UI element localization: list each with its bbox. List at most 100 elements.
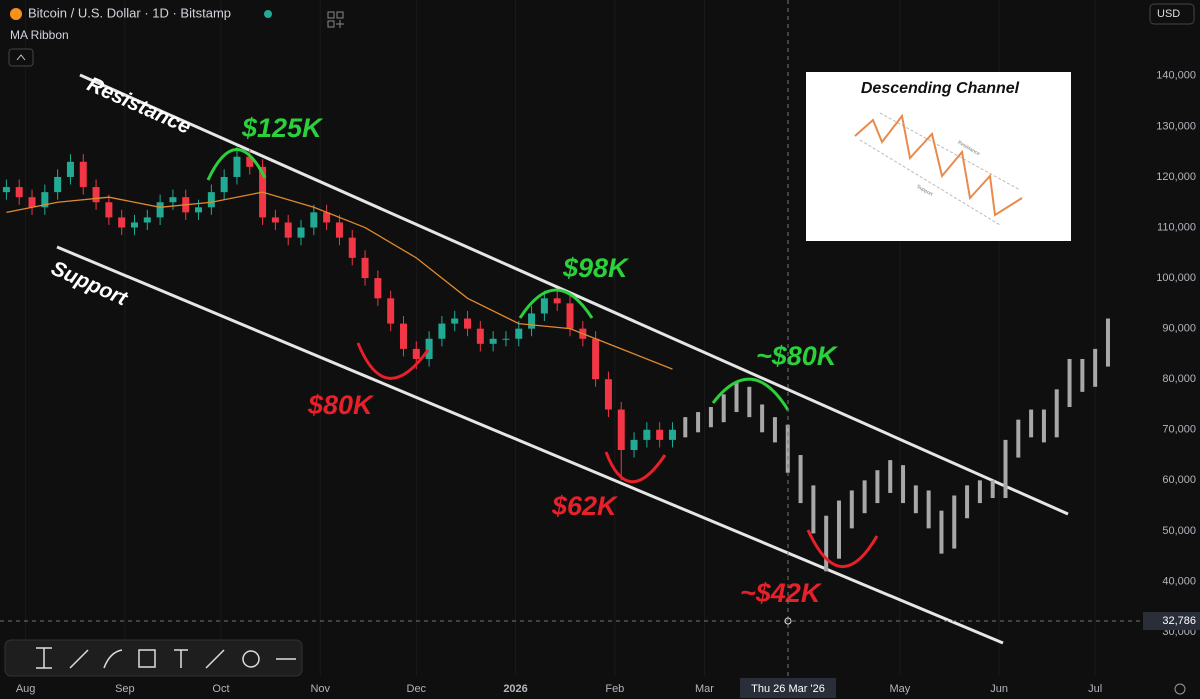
support-line — [56, 245, 1004, 645]
y-tick-label: 50,000 — [1162, 525, 1196, 537]
candle-body — [233, 156, 241, 177]
projection-bar — [952, 495, 957, 549]
resistance-line — [79, 73, 1069, 516]
candle-body — [15, 187, 23, 198]
candle-body — [130, 222, 138, 228]
projection-bar — [862, 480, 867, 514]
x-tick-label: May — [889, 683, 910, 695]
x-tick-label: Oct — [212, 683, 229, 695]
candle-body — [553, 298, 561, 304]
low-arc — [356, 342, 430, 380]
crosshair-price-bg — [1143, 612, 1200, 630]
arcs — [206, 148, 879, 568]
candle-body — [374, 278, 382, 299]
projection-bar — [913, 485, 918, 514]
currency-box[interactable] — [1149, 3, 1195, 25]
projection-bar — [811, 485, 816, 534]
candle-body — [323, 212, 331, 223]
projection-bar — [1029, 409, 1034, 438]
peak-arc — [518, 288, 594, 319]
inset: Descending Channel Resistance Support — [806, 72, 1071, 241]
candle-body — [361, 257, 369, 279]
settings-icon[interactable] — [1174, 683, 1186, 695]
projection-bar — [965, 485, 970, 519]
candle-body — [310, 212, 318, 228]
x-tick-label: Jul — [1088, 683, 1102, 695]
x-tick-label: Jun — [990, 683, 1008, 695]
candle-body — [438, 323, 446, 339]
candle-body — [246, 156, 254, 167]
indicator: MA Ribbon — [10, 28, 69, 42]
candle-body — [169, 197, 177, 203]
candle-body — [92, 187, 100, 203]
x-tick-label: Mar — [695, 683, 714, 695]
candle-body — [28, 197, 36, 208]
peak-arc — [711, 377, 790, 411]
projection-bar — [683, 417, 688, 438]
layout-icons[interactable] — [327, 11, 344, 28]
candle-body — [2, 187, 10, 193]
candle-body — [79, 161, 87, 188]
candle-body — [105, 202, 113, 218]
y-tick-label: 120,000 — [1156, 171, 1196, 183]
projection-bar — [977, 480, 982, 504]
candle-body — [592, 338, 600, 380]
inset-bg — [806, 72, 1071, 241]
candle-body — [515, 328, 523, 339]
candle-body — [489, 338, 497, 344]
candle-body — [207, 192, 215, 208]
candle-body — [220, 176, 228, 193]
x-tick-label: Nov — [310, 683, 330, 695]
x-tick-label: 2026 — [503, 683, 527, 695]
collapse-button[interactable] — [8, 48, 34, 67]
tool-icons[interactable] — [36, 647, 296, 669]
projection-bar — [888, 460, 893, 493]
projection-bar — [990, 480, 995, 499]
y-tick-label: 40,000 — [1162, 575, 1196, 587]
candle-body — [630, 439, 638, 450]
candle-body — [604, 379, 612, 410]
projection-bar — [1016, 419, 1021, 458]
projection-bar — [875, 470, 880, 504]
toolbar[interactable] — [4, 639, 303, 677]
low-arc — [604, 451, 667, 484]
candle-body — [54, 176, 62, 193]
chevron — [16, 54, 26, 61]
candle-body — [476, 328, 484, 344]
projection-bar — [1067, 358, 1072, 408]
y-tick-label: 130,000 — [1156, 120, 1196, 132]
candle-body — [566, 303, 574, 329]
projection-bar — [798, 455, 803, 504]
projection-bar — [1041, 409, 1046, 443]
candle-body — [464, 318, 472, 329]
y-tick-label: 100,000 — [1156, 272, 1196, 284]
x-tick-label: Sep — [115, 683, 135, 695]
crosshair-date-bg — [740, 678, 836, 698]
candle-body — [348, 237, 356, 258]
candle-body — [41, 192, 49, 208]
y-tick-label: 70,000 — [1162, 424, 1196, 436]
candle-body — [656, 429, 664, 440]
candle-body — [540, 298, 548, 314]
candle-body — [66, 161, 74, 177]
candle-body — [297, 227, 305, 238]
projection-bar — [824, 515, 829, 572]
projection-bar — [760, 404, 765, 433]
y-tick-label: 110,000 — [1157, 221, 1196, 233]
candle-body — [502, 338, 510, 340]
annotation: ~$42K — [740, 578, 823, 608]
projection-bar — [1003, 439, 1008, 499]
projection-bar — [734, 381, 739, 413]
candle-body — [528, 313, 536, 329]
candle-body — [425, 338, 433, 359]
candle-body — [643, 429, 651, 440]
low-arc — [806, 529, 879, 568]
candle-body — [617, 409, 625, 450]
y-tick-label: 90,000 — [1162, 323, 1196, 335]
x-tick-label: Dec — [407, 683, 427, 695]
ma-line — [6, 191, 673, 370]
y-tick-label: 140,000 — [1156, 70, 1196, 82]
currency[interactable]: USD — [1157, 8, 1180, 20]
candle-body — [284, 222, 292, 238]
y-tick-label: 80,000 — [1162, 373, 1196, 385]
